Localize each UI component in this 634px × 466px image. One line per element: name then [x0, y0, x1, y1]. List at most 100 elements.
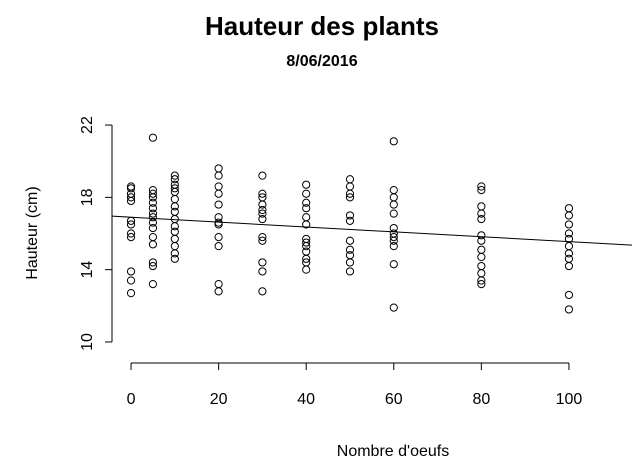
chart-subtitle: 8/06/2016	[286, 53, 357, 70]
point	[564, 220, 574, 229]
point	[389, 200, 398, 209]
point	[148, 258, 158, 267]
point	[477, 276, 486, 285]
point	[148, 213, 158, 222]
point	[389, 193, 398, 202]
point	[302, 220, 311, 229]
point	[126, 220, 136, 229]
point	[345, 236, 355, 245]
point	[126, 229, 136, 238]
point	[477, 202, 486, 211]
point	[564, 249, 574, 258]
point	[170, 227, 179, 236]
point	[170, 184, 179, 193]
point	[345, 193, 355, 202]
point	[389, 137, 398, 146]
point	[564, 229, 574, 238]
point	[564, 254, 574, 263]
point	[302, 242, 311, 251]
point	[214, 200, 223, 209]
point	[302, 180, 311, 189]
point	[302, 265, 311, 274]
point	[345, 175, 355, 184]
point	[148, 240, 158, 249]
point	[389, 260, 398, 269]
point	[477, 252, 486, 262]
point	[170, 242, 179, 251]
point	[148, 198, 158, 207]
point	[148, 218, 158, 227]
point	[126, 196, 136, 206]
point	[345, 245, 355, 254]
x-tick-label: 0	[127, 391, 136, 408]
point	[148, 261, 158, 271]
point	[258, 214, 267, 224]
x-tick-label: 80	[472, 391, 490, 408]
point	[126, 184, 136, 193]
point	[477, 209, 486, 218]
point	[477, 261, 486, 271]
point	[148, 189, 158, 198]
point	[148, 204, 158, 213]
point	[214, 171, 223, 180]
point	[477, 245, 486, 254]
point	[345, 211, 355, 220]
point	[389, 303, 398, 312]
point	[148, 209, 158, 218]
point	[258, 189, 267, 198]
point	[477, 231, 486, 240]
point	[126, 289, 136, 298]
point	[258, 200, 267, 209]
y-tick-label: 18	[79, 188, 96, 206]
point	[345, 182, 355, 191]
point	[564, 242, 574, 251]
point	[148, 223, 158, 233]
point	[214, 220, 223, 229]
point	[258, 205, 267, 215]
y-tick-label: 22	[79, 116, 96, 134]
point	[389, 209, 398, 218]
point	[389, 233, 398, 242]
x-tick-label: 100	[556, 391, 583, 408]
point	[258, 236, 267, 245]
point	[126, 233, 136, 242]
point	[477, 269, 486, 278]
point	[148, 193, 158, 202]
point	[477, 236, 486, 245]
point	[302, 198, 311, 207]
point	[345, 251, 355, 260]
point	[345, 258, 355, 267]
point	[389, 242, 398, 251]
point	[345, 216, 355, 225]
point	[302, 189, 311, 198]
regression-line	[112, 215, 633, 246]
point	[302, 238, 311, 247]
point	[389, 236, 398, 245]
y-tick-label: 14	[79, 261, 96, 279]
point	[345, 189, 355, 198]
point	[170, 249, 179, 258]
x-tick-label: 20	[210, 391, 228, 408]
x-tick-label: 60	[385, 391, 403, 408]
point	[214, 189, 223, 198]
x-tick-label: 40	[297, 391, 315, 408]
point	[302, 247, 311, 256]
point	[214, 287, 223, 296]
point	[477, 186, 486, 195]
point	[170, 202, 179, 211]
point	[258, 287, 267, 296]
point	[564, 290, 574, 300]
point	[170, 234, 179, 244]
point	[214, 182, 223, 191]
point	[258, 233, 267, 242]
point	[148, 133, 158, 142]
point	[302, 254, 311, 263]
point	[214, 164, 223, 173]
chart-title: Hauteur des plants	[205, 11, 439, 41]
point	[258, 258, 267, 267]
point	[170, 254, 179, 263]
point	[214, 242, 223, 251]
point	[170, 207, 179, 216]
point	[564, 204, 574, 213]
point	[477, 214, 486, 224]
